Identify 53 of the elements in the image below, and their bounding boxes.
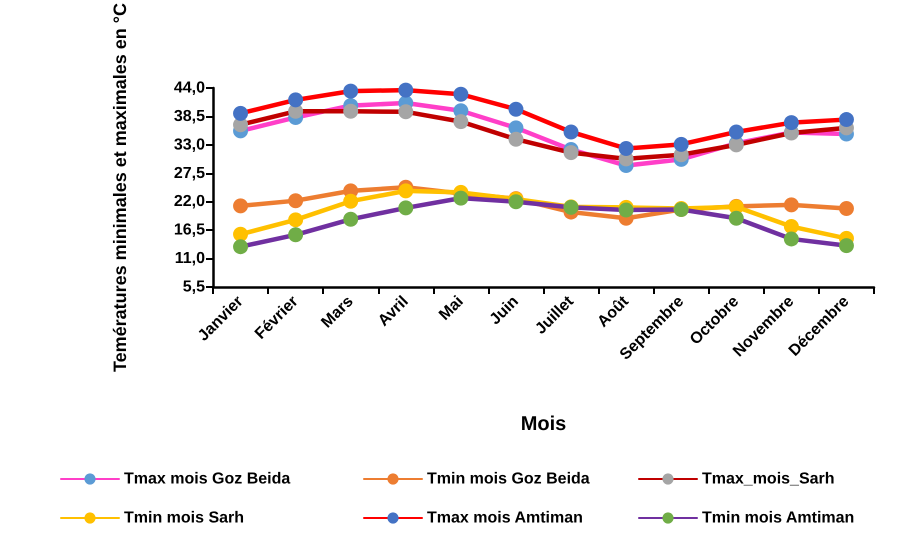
point	[838, 112, 854, 128]
point	[508, 132, 524, 147]
point	[784, 197, 799, 212]
y-tick-label: 16,5	[174, 222, 206, 239]
point	[453, 86, 468, 102]
legend-label: Tmin mois Amtiman	[702, 510, 854, 526]
y-tick-label: 27,5	[174, 164, 206, 182]
x-tick-label: Mai	[436, 292, 467, 324]
point	[618, 141, 634, 156]
point	[343, 212, 358, 227]
point	[398, 200, 414, 216]
point	[398, 104, 414, 120]
legend-label: Tmax mois Amtiman	[427, 510, 583, 526]
legend-label: Tmin mois Sarh	[124, 510, 244, 526]
point	[784, 115, 799, 130]
point	[343, 104, 358, 119]
point	[784, 219, 799, 234]
point	[288, 92, 304, 108]
point	[618, 202, 634, 218]
point	[453, 190, 468, 206]
point	[398, 183, 414, 198]
point	[343, 194, 358, 209]
point	[784, 231, 799, 246]
point	[398, 82, 414, 98]
point	[674, 136, 689, 152]
y-axis-title: Temératures minimales et maximales en °C	[110, 2, 130, 372]
point	[288, 212, 304, 228]
y-tick-label: 22,0	[174, 193, 206, 210]
point	[233, 106, 248, 121]
point	[508, 102, 524, 117]
point	[564, 124, 579, 140]
point	[838, 238, 854, 254]
point	[233, 198, 248, 214]
point	[233, 239, 248, 254]
legend-label: Tmax mois Goz Beida	[124, 470, 290, 488]
point	[728, 124, 744, 140]
x-tick-label: Juin	[486, 292, 522, 328]
legend-label: Tmax_mois_Sarh	[702, 470, 835, 488]
point	[233, 226, 248, 242]
point	[453, 114, 468, 130]
y-tick-label: 33,0	[174, 136, 206, 154]
y-tick-label: 44,0	[174, 80, 206, 97]
y-tick-label: 5,5	[182, 278, 206, 296]
point	[343, 84, 358, 99]
y-tick-label: 38,5	[174, 108, 206, 125]
point	[838, 200, 854, 216]
point	[564, 145, 579, 160]
x-axis-title: Mois	[520, 413, 566, 435]
point	[288, 227, 304, 242]
point	[288, 193, 304, 208]
point	[728, 210, 744, 226]
legend-label: Tmin mois Goz Beida	[427, 470, 590, 488]
y-tick-label: 11,0	[174, 250, 206, 268]
